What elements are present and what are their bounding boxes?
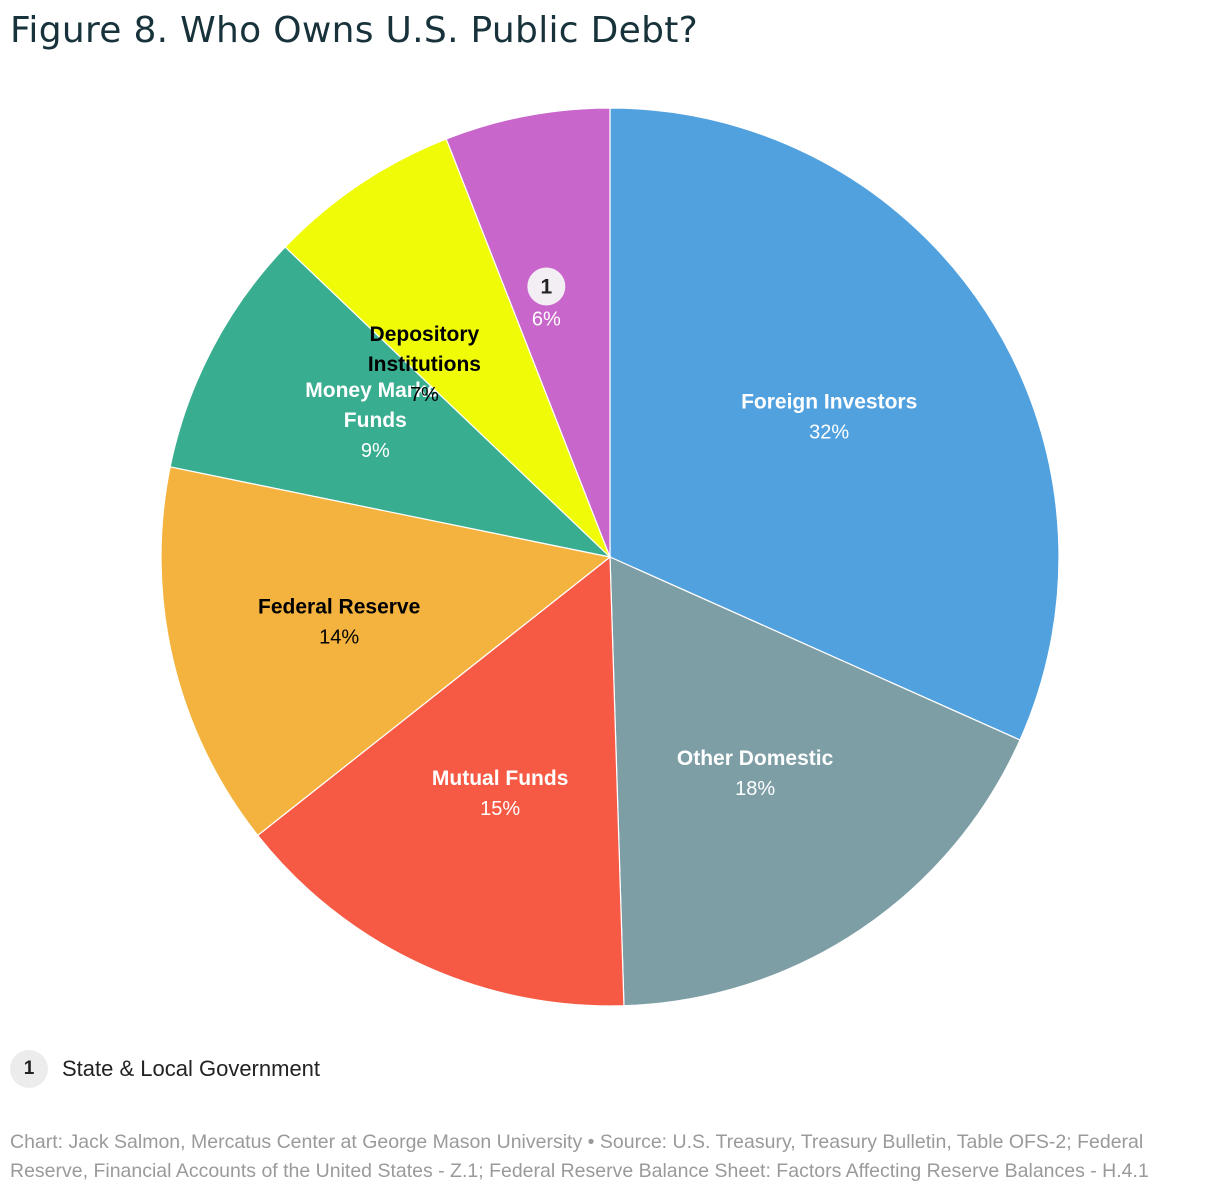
pie-slice-federal-reserve: [160, 466, 612, 837]
slice-label-money-market-funds: Funds: [344, 409, 407, 432]
slice-value-foreign-investors: 32%: [809, 422, 849, 444]
slice-label-federal-reserve: Federal Reserve: [258, 595, 420, 618]
pie-slice-foreign-investors: [609, 107, 1060, 741]
legend: 1 State & Local Government: [10, 1050, 320, 1088]
chart-title: Figure 8. Who Owns U.S. Public Debt?: [10, 10, 699, 51]
slice-value-depository-institutions: 7%: [410, 384, 439, 406]
slice-label-mutual-funds: Mutual Funds: [432, 767, 568, 790]
slice-label-money-market-funds: Money Market: [305, 379, 445, 402]
slice-badge-state-and-local-government: 1: [527, 267, 566, 306]
source-note: Chart: Jack Salmon, Mercatus Center at G…: [10, 1131, 1149, 1182]
slice-value-mutual-funds: 15%: [480, 798, 520, 820]
pie-slice-depository-institutions: [284, 138, 611, 558]
badge-number: 1: [541, 275, 553, 298]
slice-label-other-domestic: Other Domestic: [677, 747, 834, 770]
slice-value-state-and-local-government: 6%: [532, 308, 561, 330]
slice-value-other-domestic: 18%: [735, 778, 775, 800]
legend-label: State & Local Government: [62, 1056, 321, 1081]
legend-badge: 1: [10, 1050, 48, 1088]
badge-circle: [527, 267, 566, 306]
pie-slice-state-and-local-government: [445, 107, 611, 558]
pie-slice-other-domestic: [609, 556, 1021, 1007]
slice-label-foreign-investors: Foreign Investors: [741, 391, 917, 414]
slice-value-money-market-funds: 9%: [361, 440, 390, 462]
pie-slice-money-market-funds: [169, 246, 612, 559]
slice-label-depository-institutions: Institutions: [368, 353, 481, 376]
slice-label-depository-institutions: Depository: [370, 323, 480, 346]
pie-slice-mutual-funds: [256, 555, 625, 1007]
slice-value-federal-reserve: 14%: [319, 626, 359, 648]
